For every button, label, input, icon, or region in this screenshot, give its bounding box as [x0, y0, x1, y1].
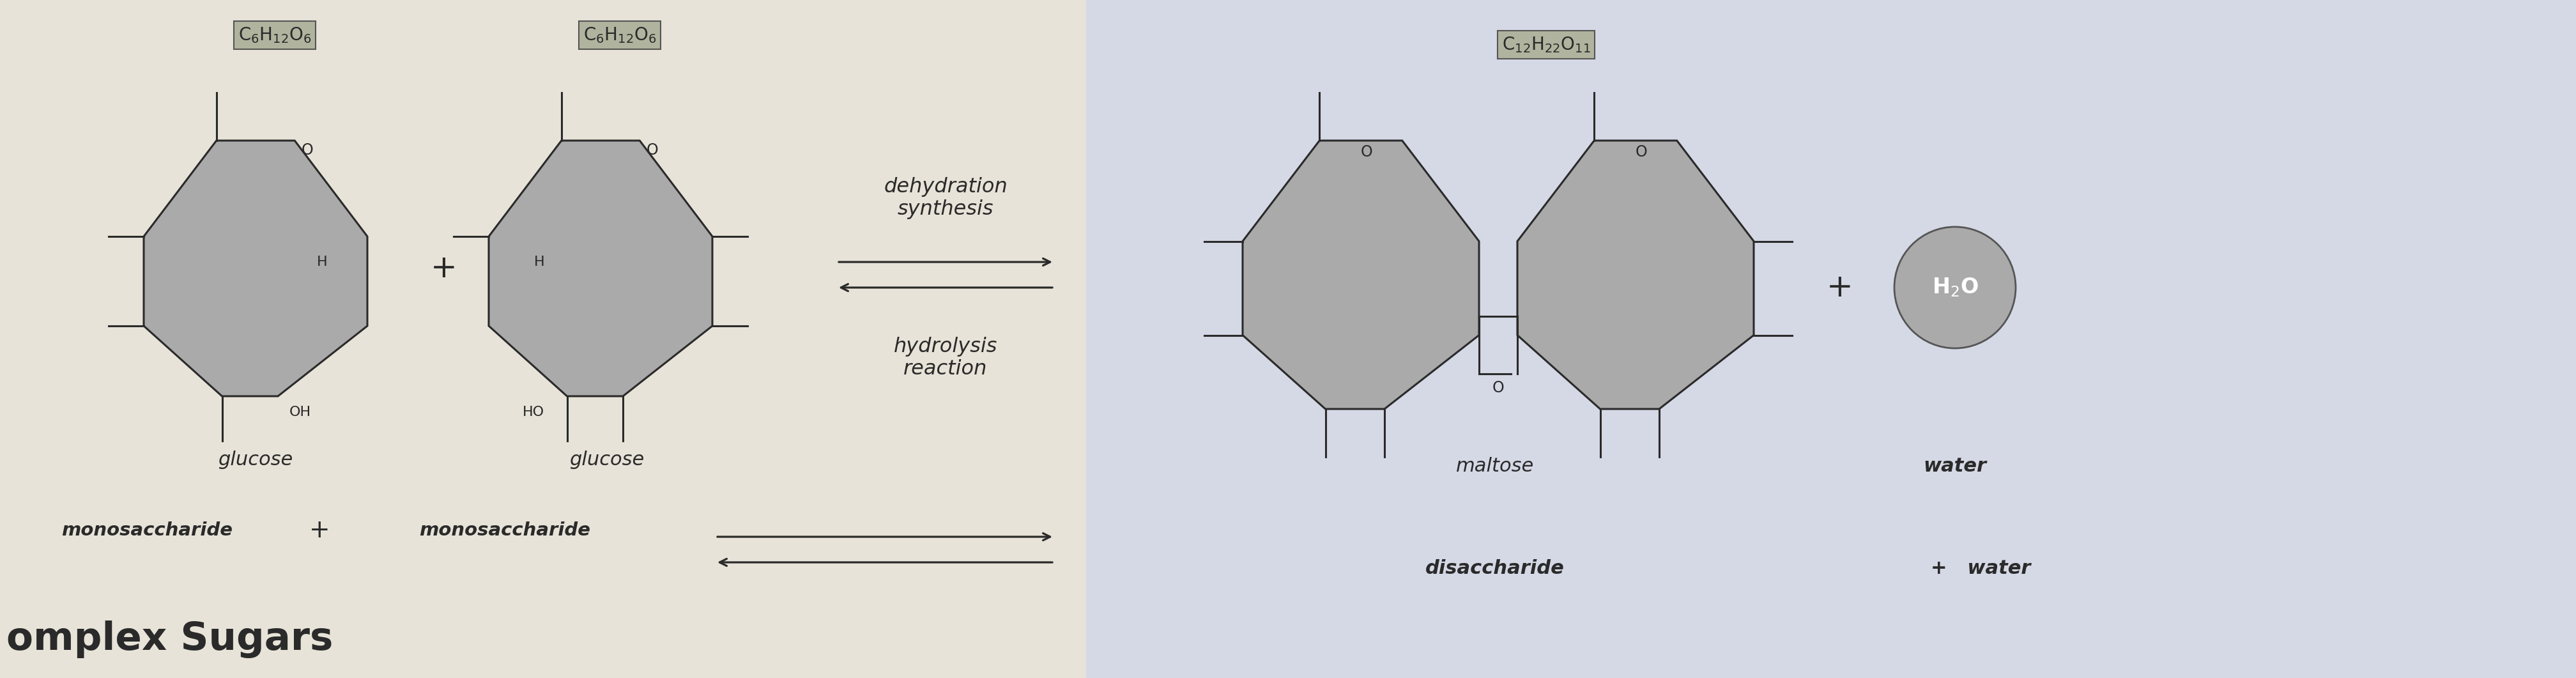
Text: water: water [1924, 457, 1986, 476]
Text: +: + [1826, 273, 1852, 303]
Text: monosaccharide: monosaccharide [420, 521, 590, 539]
Bar [1087, 0, 2576, 678]
Text: +: + [309, 518, 330, 542]
Text: disaccharide: disaccharide [1425, 559, 1564, 578]
Text: OH: OH [289, 405, 312, 418]
Text: glucose: glucose [219, 451, 294, 469]
Text: H$_2$O: H$_2$O [1932, 277, 1978, 298]
Text: O: O [301, 142, 314, 158]
Text: C$_6$H$_{12}$O$_6$: C$_6$H$_{12}$O$_6$ [582, 26, 657, 45]
Text: C$_{12}$H$_{22}$O$_{11}$: C$_{12}$H$_{22}$O$_{11}$ [1502, 35, 1589, 54]
Text: +: + [430, 253, 459, 283]
Text: H: H [533, 256, 544, 268]
Text: H: H [317, 256, 327, 268]
Text: maltose: maltose [1455, 457, 1535, 476]
Text: C$_6$H$_{12}$O$_6$: C$_6$H$_{12}$O$_6$ [237, 26, 312, 45]
Text: omplex Sugars: omplex Sugars [5, 620, 332, 658]
Text: O: O [1636, 144, 1649, 160]
Text: monosaccharide: monosaccharide [62, 521, 232, 539]
Text: O: O [1492, 380, 1504, 395]
Polygon shape [1242, 140, 1479, 409]
Polygon shape [1517, 140, 1754, 409]
Text: O: O [1360, 144, 1373, 160]
Text: dehydration
synthesis: dehydration synthesis [884, 177, 1007, 220]
Text: glucose: glucose [569, 451, 644, 469]
Circle shape [1893, 227, 2014, 348]
Text: +   water: + water [1929, 559, 2030, 578]
Text: hydrolysis
reaction: hydrolysis reaction [894, 336, 997, 379]
Text: HO: HO [523, 405, 544, 418]
Text: O: O [647, 142, 657, 158]
Polygon shape [489, 140, 714, 396]
Polygon shape [144, 140, 368, 396]
